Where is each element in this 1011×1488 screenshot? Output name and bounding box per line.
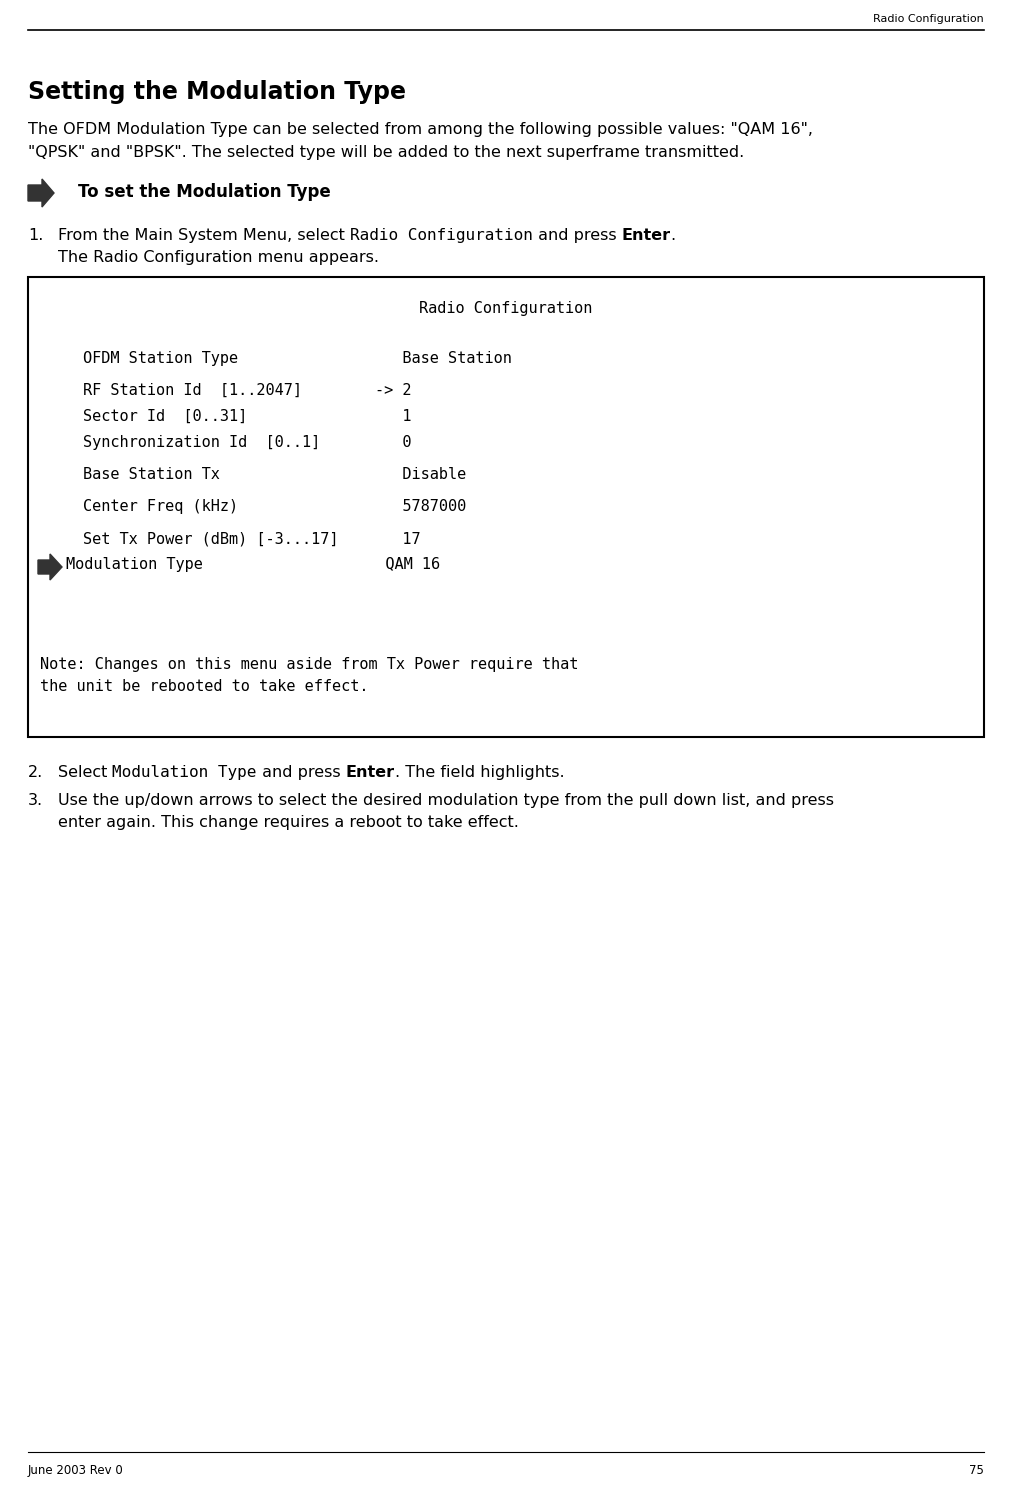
Text: Base Station Tx                    Disable: Base Station Tx Disable xyxy=(83,467,466,482)
Text: Radio Configuration: Radio Configuration xyxy=(872,13,983,24)
Text: Use the up/down arrows to select the desired modulation type from the pull down : Use the up/down arrows to select the des… xyxy=(58,793,833,808)
Text: Note: Changes on this menu aside from Tx Power require that: Note: Changes on this menu aside from Tx… xyxy=(40,658,578,673)
Text: . The field highlights.: . The field highlights. xyxy=(394,765,564,780)
Text: 1.: 1. xyxy=(28,228,43,243)
Text: 75: 75 xyxy=(969,1464,983,1478)
Text: "QPSK" and "BPSK". The selected type will be added to the next superframe transm: "QPSK" and "BPSK". The selected type wil… xyxy=(28,144,743,161)
Polygon shape xyxy=(28,179,54,207)
Text: Sector Id  [0..31]                 1: Sector Id [0..31] 1 xyxy=(83,409,411,424)
Text: 3.: 3. xyxy=(28,793,43,808)
Text: Center Freq (kHz)                  5787000: Center Freq (kHz) 5787000 xyxy=(83,498,466,513)
Text: The Radio Configuration menu appears.: The Radio Configuration menu appears. xyxy=(58,250,379,265)
Text: and press: and press xyxy=(257,765,346,780)
Text: Select: Select xyxy=(58,765,112,780)
Bar xyxy=(28,277,983,737)
Text: OFDM Station Type                  Base Station: OFDM Station Type Base Station xyxy=(83,351,512,366)
Text: the unit be rebooted to take effect.: the unit be rebooted to take effect. xyxy=(40,679,368,693)
Text: and press: and press xyxy=(533,228,621,243)
Text: The OFDM Modulation Type can be selected from among the following possible value: The OFDM Modulation Type can be selected… xyxy=(28,122,812,137)
Text: Setting the Modulation Type: Setting the Modulation Type xyxy=(28,80,405,104)
Text: 2.: 2. xyxy=(28,765,43,780)
Text: .: . xyxy=(670,228,675,243)
Text: Enter: Enter xyxy=(346,765,394,780)
Text: Set Tx Power (dBm) [-3...17]       17: Set Tx Power (dBm) [-3...17] 17 xyxy=(83,531,421,546)
Text: Radio Configuration: Radio Configuration xyxy=(419,301,592,315)
Text: From the Main System Menu, select: From the Main System Menu, select xyxy=(58,228,350,243)
Polygon shape xyxy=(38,554,62,580)
Text: RF Station Id  [1..2047]        -> 2: RF Station Id [1..2047] -> 2 xyxy=(83,382,411,397)
Text: Synchronization Id  [0..1]         0: Synchronization Id [0..1] 0 xyxy=(83,434,411,449)
Text: June 2003 Rev 0: June 2003 Rev 0 xyxy=(28,1464,123,1478)
Text: Modulation Type                    QAM 16: Modulation Type QAM 16 xyxy=(66,557,440,571)
Text: Enter: Enter xyxy=(621,228,670,243)
Text: Radio Configuration: Radio Configuration xyxy=(350,228,533,243)
Text: To set the Modulation Type: To set the Modulation Type xyxy=(78,183,331,201)
Text: Modulation Type: Modulation Type xyxy=(112,765,257,780)
Text: enter again. This change requires a reboot to take effect.: enter again. This change requires a rebo… xyxy=(58,815,519,830)
